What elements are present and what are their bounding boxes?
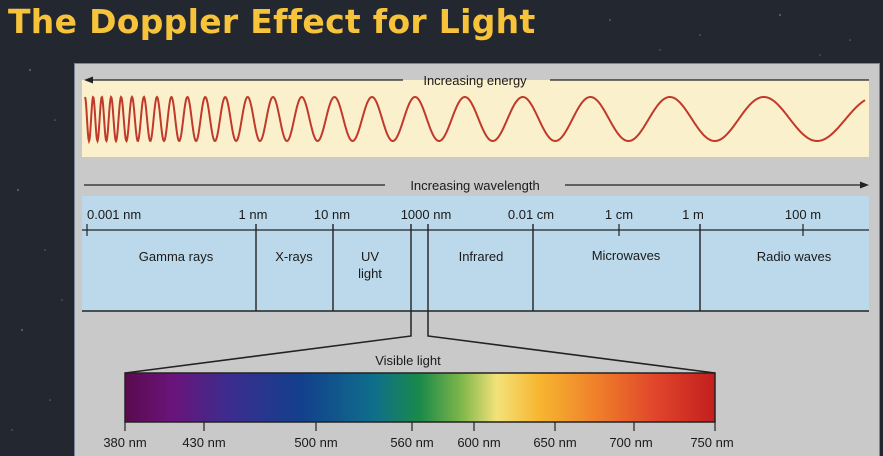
scale-tick-label: 0.01 cm bbox=[508, 207, 554, 222]
scale-tick-label: 1 m bbox=[682, 207, 704, 222]
scale-tick-label: 1 cm bbox=[605, 207, 633, 222]
scale-tick-label: 10 nm bbox=[314, 207, 350, 222]
energy-wave-band bbox=[82, 80, 869, 157]
wavelength-arrowhead bbox=[860, 181, 869, 189]
visible-tick-label: 380 nm bbox=[103, 435, 146, 450]
scale-tick-label: 1000 nm bbox=[401, 207, 452, 222]
scale-tick-label: 1 nm bbox=[239, 207, 268, 222]
visible-ticks bbox=[124, 422, 716, 431]
band-infrared: Infrared bbox=[459, 249, 504, 264]
visible-tick-label: 430 nm bbox=[182, 435, 225, 450]
band-uv: UV bbox=[361, 249, 379, 264]
visible-zoom-lines bbox=[124, 311, 716, 374]
wavelength-label: Increasing wavelength bbox=[410, 178, 539, 193]
band-dividers bbox=[255, 224, 701, 311]
visible-light-label: Visible light bbox=[375, 353, 441, 368]
scale-ticks bbox=[86, 224, 804, 236]
page-title: The Doppler Effect for Light bbox=[8, 2, 536, 41]
band-uv-light: light bbox=[358, 266, 382, 281]
band-x-rays: X-rays bbox=[275, 249, 313, 264]
spectrum-band bbox=[82, 196, 869, 311]
energy-arrowhead bbox=[84, 76, 93, 84]
scale-tick-label: 100 m bbox=[785, 207, 821, 222]
visible-tick-label: 700 nm bbox=[609, 435, 652, 450]
visible-tick-label: 500 nm bbox=[294, 435, 337, 450]
band-microwaves: Microwaves bbox=[592, 248, 661, 263]
band-gamma-rays: Gamma rays bbox=[139, 249, 214, 264]
band-radio-waves: Radio waves bbox=[757, 249, 832, 264]
visible-tick-label: 560 nm bbox=[390, 435, 433, 450]
electromagnetic-spectrum-diagram: Increasing energy Increasing wavelength … bbox=[74, 63, 880, 456]
visible-tick-label: 600 nm bbox=[457, 435, 500, 450]
visible-spectrum-bar bbox=[124, 372, 716, 423]
energy-label: Increasing energy bbox=[423, 73, 527, 88]
wave-curve bbox=[84, 95, 866, 145]
visible-tick-label: 650 nm bbox=[533, 435, 576, 450]
visible-tick-label: 750 nm bbox=[690, 435, 733, 450]
scale-tick-label: 0.001 nm bbox=[87, 207, 141, 222]
